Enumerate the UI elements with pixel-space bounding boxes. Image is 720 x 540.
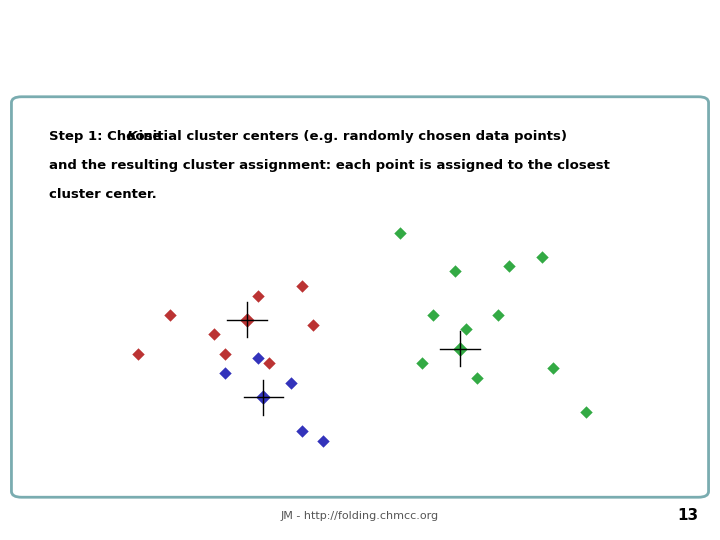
Point [252, 291, 264, 300]
Point [258, 393, 269, 402]
Point [296, 427, 307, 435]
Text: 13: 13 [678, 508, 698, 523]
Point [296, 281, 307, 290]
Point [132, 349, 143, 358]
Text: K: K [127, 130, 137, 143]
Point [492, 310, 504, 319]
Text: JM - http://folding.chmcc.org: JM - http://folding.chmcc.org [281, 511, 439, 521]
Text: cluster center.: cluster center. [49, 188, 156, 201]
Point [285, 379, 297, 387]
Text: initial cluster centers (e.g. randomly chosen data points): initial cluster centers (e.g. randomly c… [134, 130, 567, 143]
Point [263, 359, 274, 368]
Text: Step 1: Choose: Step 1: Choose [49, 130, 166, 143]
Point [252, 354, 264, 363]
Point [208, 330, 220, 339]
Point [471, 374, 482, 382]
Point [241, 315, 253, 324]
Point [536, 253, 548, 261]
Point [454, 345, 466, 353]
Point [165, 310, 176, 319]
Point [318, 436, 329, 445]
Point [449, 267, 460, 275]
Point [547, 364, 559, 373]
Point [307, 320, 318, 329]
Text: and the resulting cluster assignment: each point is assigned to the closest: and the resulting cluster assignment: ea… [49, 159, 610, 172]
Point [460, 325, 472, 334]
Point [416, 359, 428, 368]
Point [220, 349, 231, 358]
Text: K-means algorithm: K-means algorithm [18, 38, 285, 63]
Point [395, 228, 406, 237]
FancyBboxPatch shape [12, 97, 708, 497]
Point [427, 310, 438, 319]
Point [580, 407, 592, 416]
Point [220, 369, 231, 377]
Point [503, 262, 515, 271]
